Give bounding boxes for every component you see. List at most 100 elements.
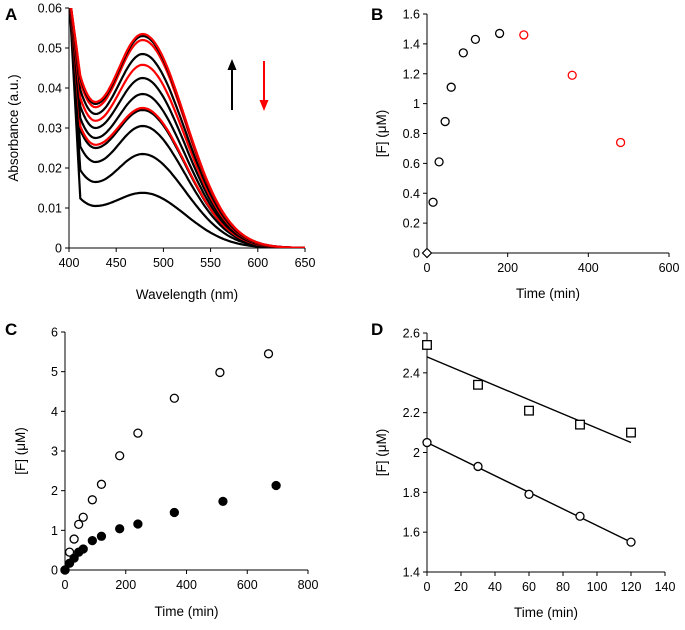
up-arrow-head [227, 59, 237, 70]
y-tick-label: 0.8 [403, 127, 420, 141]
x-axis-title: Wavelength (nm) [136, 287, 238, 302]
x-axis-title: Time (min) [516, 286, 580, 301]
data-point [615, 137, 626, 148]
y-tick-label: 0.05 [38, 42, 62, 56]
fit-line [426, 356, 632, 444]
x-tick-label: 400 [59, 256, 80, 270]
x-tick-label: 800 [298, 578, 319, 592]
y-axis-title: [F] (μM) [374, 110, 389, 158]
data-point [575, 419, 585, 430]
data-point [78, 544, 88, 554]
data-point [440, 116, 450, 127]
y-tick-label: 1 [413, 97, 420, 111]
data-point [133, 428, 143, 438]
y-axis-title: [F] (μM) [374, 429, 389, 477]
panel-a: A 0 0.01 0.02 0.03 0.04 0.05 0.06 400 450 500 550 60… [5, 2, 316, 303]
y-tick-label: 1.8 [403, 486, 420, 500]
data-point [87, 495, 97, 505]
data-point [69, 553, 79, 563]
y-tick-label: 0.2 [403, 217, 420, 231]
data-point [428, 197, 438, 207]
data-point [626, 427, 636, 438]
data-point [64, 547, 75, 557]
data-point [215, 367, 225, 378]
x-tick-label: 20 [454, 580, 468, 594]
x-tick-label: 60 [522, 580, 536, 594]
x-tick-label: 40 [488, 580, 502, 594]
down-arrow-head [259, 100, 269, 111]
x-tick-label: 600 [247, 256, 268, 270]
x-tick-label: 650 [295, 256, 316, 270]
x-tick-label: 200 [497, 261, 518, 275]
data-point [446, 82, 456, 92]
x-tick-label: 200 [115, 578, 136, 592]
y-tick-label: 0.4 [403, 187, 420, 201]
x-tick-label: 400 [578, 261, 599, 275]
data-point [519, 30, 529, 40]
x-tick-label: 600 [659, 261, 680, 275]
data-point [169, 507, 180, 518]
x-tick-label: 500 [153, 256, 174, 270]
x-tick-label: 100 [587, 580, 608, 594]
x-tick-label: 80 [556, 580, 570, 594]
x-tick-label: 400 [176, 578, 197, 592]
spectrum-line [70, 8, 305, 248]
y-tick-label: 0.6 [403, 157, 420, 171]
panel-label: A [5, 5, 17, 24]
panel-b: B 0 0.2 0.4 0.6 0.8 1 1.2 1.4 1.6 0 200 400 600 Time (… [371, 5, 679, 301]
panel-label: B [371, 5, 383, 24]
data-point [60, 565, 70, 575]
data-point [271, 480, 281, 491]
x-tick-label: 600 [237, 578, 258, 592]
y-tick-label: 2.4 [403, 366, 420, 380]
x-tick-label: 550 [200, 256, 221, 270]
data-point [87, 535, 97, 546]
data-point [78, 512, 88, 522]
x-tick-label: 120 [621, 580, 642, 594]
data-point [96, 479, 107, 489]
data-point [434, 157, 444, 167]
y-tick-label: 0 [55, 242, 62, 256]
panel-c: C 0 1 2 3 4 5 6 0 200 400 600 800 Time (min) [F] (μM) [5, 320, 318, 619]
data-point [473, 379, 483, 390]
panel-label: C [5, 320, 17, 339]
data-point [494, 28, 505, 39]
data-point [626, 537, 636, 547]
x-tick-label: 140 [655, 580, 676, 594]
y-tick-label: 2 [413, 446, 420, 460]
panel-d: D 1.4 1.6 1.8 2 2.2 2.4 2.6 0 20 40 60 80 100 120 140 Ti… [371, 320, 675, 620]
data-point [422, 437, 432, 448]
y-tick-label: 1.6 [403, 526, 420, 540]
x-tick-label: 0 [62, 578, 69, 592]
x-tick-label: 450 [106, 256, 127, 270]
y-tick-label: 1.6 [403, 8, 420, 22]
y-tick-label: 2.2 [403, 406, 420, 420]
y-tick-label: 6 [51, 326, 58, 340]
y-tick-label: 2 [51, 484, 58, 498]
y-tick-label: 0.06 [38, 2, 62, 16]
data-point [169, 393, 180, 403]
y-tick-label: 1 [51, 524, 58, 538]
y-axis-title: Absorbance (a.u.) [6, 74, 21, 181]
data-point [115, 451, 125, 461]
y-tick-label: 1.4 [403, 566, 420, 580]
data-point [74, 519, 84, 530]
data-point [575, 511, 585, 521]
data-point [263, 349, 274, 359]
y-tick-label: 0.01 [38, 202, 62, 216]
x-axis-title: Time (min) [155, 604, 219, 619]
y-tick-label: 1.4 [403, 37, 420, 51]
data-point [115, 524, 125, 534]
y-tick-label: 3 [51, 445, 58, 459]
data-point [96, 531, 107, 541]
y-tick-label: 0 [51, 564, 58, 578]
y-tick-label: 0.04 [38, 82, 62, 96]
y-tick-label: 0 [413, 247, 420, 261]
data-point [218, 496, 228, 507]
y-tick-label: 5 [51, 365, 58, 379]
data-point [524, 405, 534, 416]
data-point [567, 70, 577, 80]
data-point [422, 339, 432, 350]
y-tick-label: 0.03 [38, 122, 62, 136]
